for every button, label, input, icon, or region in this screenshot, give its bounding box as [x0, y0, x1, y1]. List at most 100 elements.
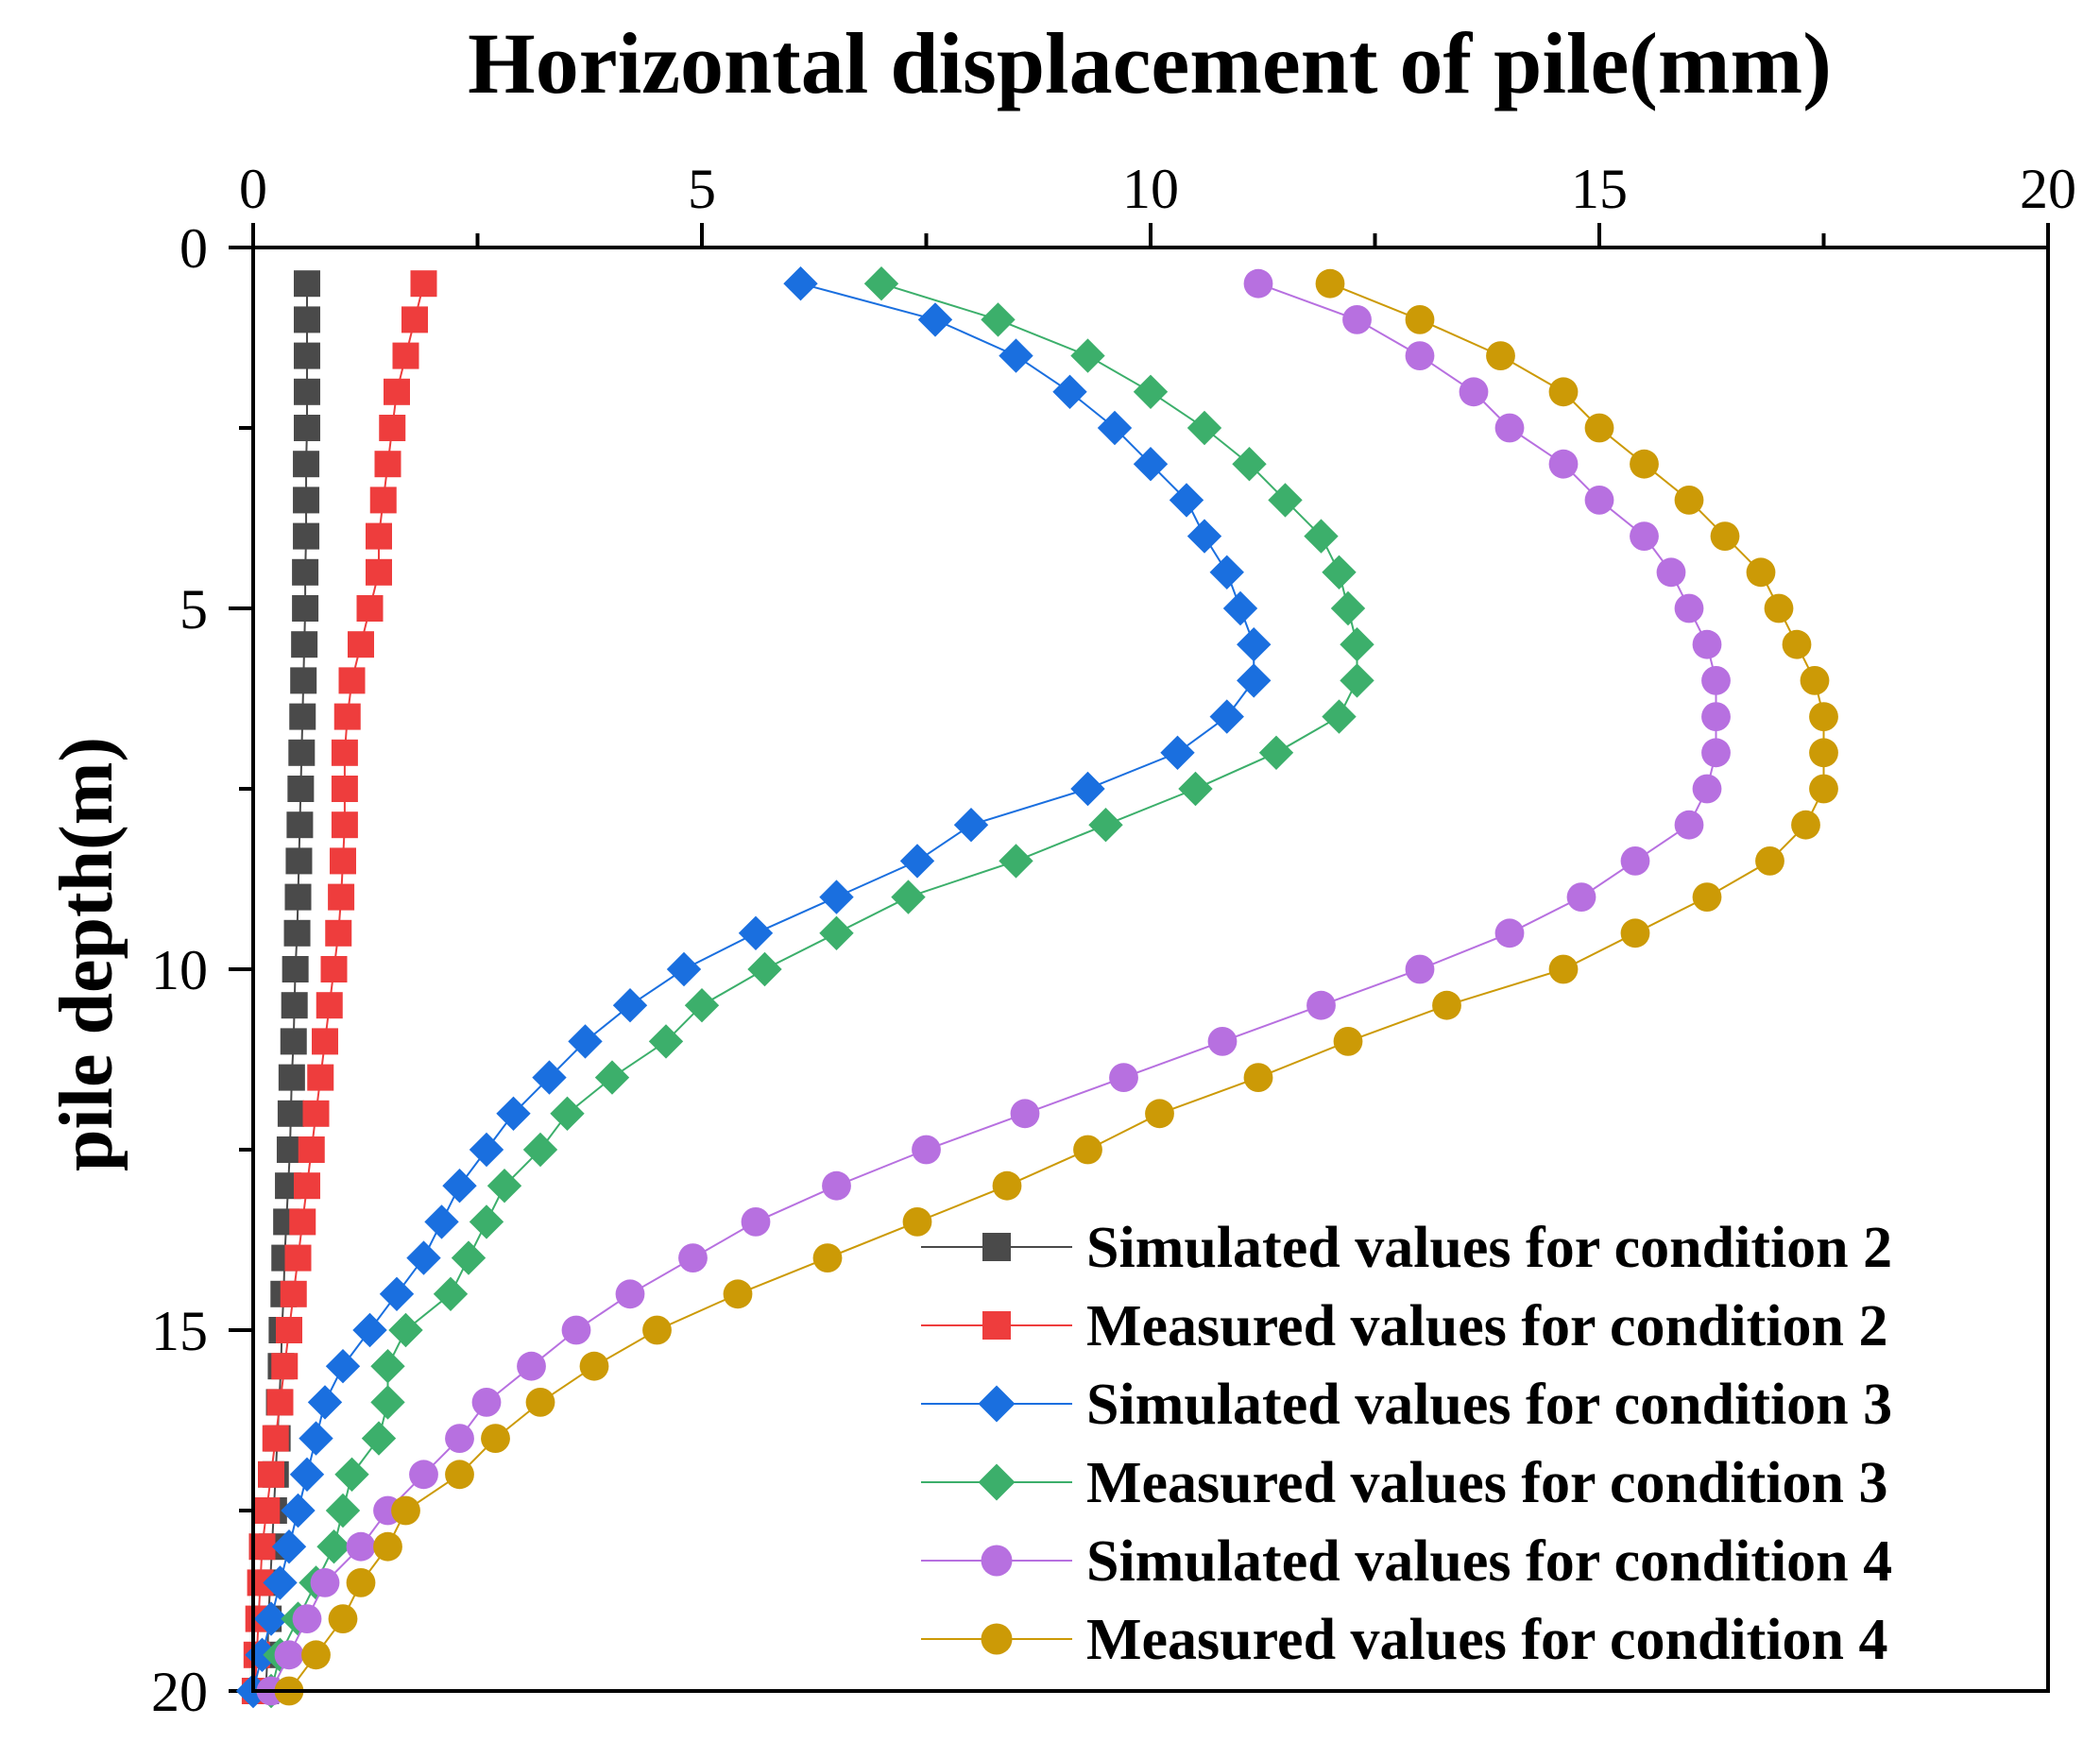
data-point [1674, 810, 1704, 840]
x-tick-labels: 0 5 10 15 20 [239, 158, 2076, 220]
data-point [1630, 521, 1659, 551]
series-line [265, 283, 308, 1692]
data-point [1548, 377, 1579, 407]
data-point [1268, 483, 1303, 518]
data-point [325, 1349, 361, 1384]
data-point [361, 1421, 397, 1456]
data-point [277, 1100, 304, 1127]
data-point [1070, 771, 1105, 807]
data-point [992, 1170, 1022, 1201]
series-1 [252, 270, 320, 1704]
legend: Simulated values for condition 2 Measured… [921, 1216, 1892, 1672]
data-point [258, 1460, 284, 1488]
data-point [1088, 808, 1123, 843]
data-point [1746, 557, 1776, 588]
data-point [1330, 590, 1366, 626]
data-point [666, 951, 702, 987]
data-point [325, 919, 352, 947]
data-point [287, 776, 315, 802]
data-point [289, 703, 316, 730]
data-point [487, 1169, 522, 1204]
data-point [1160, 735, 1195, 770]
data-point [723, 1279, 753, 1309]
data-point [284, 883, 312, 911]
data-point [333, 703, 361, 730]
legend-item: Measured values for condition 4 [921, 1608, 1888, 1672]
data-point [424, 1204, 459, 1239]
data-point [1405, 305, 1435, 334]
legend-marker [981, 1545, 1013, 1577]
data-point [999, 338, 1033, 373]
series-line [270, 282, 1717, 1692]
data-point [469, 1204, 504, 1239]
legend-item: Simulated values for condition 3 [921, 1373, 1892, 1437]
legend-label: Simulated values for condition 2 [1086, 1216, 1892, 1280]
data-point [391, 1495, 420, 1526]
data-point [1304, 519, 1339, 554]
data-point [294, 1172, 320, 1200]
series-layer [235, 266, 1838, 1709]
data-point [293, 522, 320, 550]
data-point [289, 1457, 325, 1492]
data-point [388, 1312, 423, 1348]
data-point [912, 1135, 941, 1165]
data-point [284, 1244, 312, 1272]
data-point [292, 558, 319, 586]
data-point [469, 1132, 504, 1168]
data-point [522, 1132, 558, 1168]
data-point [302, 1100, 330, 1127]
data-point [1097, 410, 1133, 446]
data-point [1340, 627, 1374, 662]
data-point [294, 378, 320, 405]
data-point [1209, 699, 1244, 734]
data-point [370, 1385, 405, 1420]
data-point [299, 1421, 333, 1456]
data-point [334, 1457, 369, 1492]
data-point [348, 631, 374, 658]
data-point [281, 1493, 316, 1528]
data-point [1178, 771, 1213, 807]
data-point [1701, 702, 1731, 731]
series-5 [256, 268, 1731, 1706]
data-point [291, 631, 318, 658]
data-point [1209, 555, 1244, 589]
data-point [294, 342, 320, 369]
data-point [280, 1028, 307, 1055]
data-point [981, 302, 1016, 337]
data-point [579, 1351, 609, 1381]
legend-marker [982, 1311, 1011, 1340]
data-point [294, 306, 320, 333]
data-point [648, 1024, 684, 1059]
data-point [1620, 846, 1650, 876]
data-point [285, 847, 313, 875]
data-point [293, 451, 320, 478]
data-point [1755, 846, 1784, 876]
data-point [1809, 774, 1838, 804]
data-point [568, 1024, 603, 1059]
data-point [1258, 735, 1294, 770]
data-point [1809, 702, 1838, 731]
data-point [481, 1424, 510, 1453]
data-point [286, 811, 314, 839]
data-point [1109, 1063, 1138, 1092]
series-3 [235, 266, 1272, 1709]
data-point [292, 1604, 322, 1633]
data-point [283, 919, 311, 947]
data-point [684, 988, 720, 1023]
series-line [288, 282, 1825, 1692]
data-point [373, 1531, 402, 1562]
data-point [1701, 666, 1731, 695]
legend-marker [978, 1463, 1016, 1501]
x-tick-label: 15 [1571, 158, 1628, 220]
data-point [442, 1169, 477, 1204]
data-point [1243, 1063, 1273, 1092]
legend-label: Measured values for condition 4 [1086, 1608, 1888, 1672]
data-point [471, 1388, 502, 1417]
series-2 [241, 270, 437, 1704]
data-point [280, 1280, 307, 1307]
series-line [253, 282, 425, 1692]
legend-marker [978, 1385, 1016, 1423]
y-tick-label: 15 [151, 1300, 208, 1362]
data-point [1432, 990, 1461, 1020]
